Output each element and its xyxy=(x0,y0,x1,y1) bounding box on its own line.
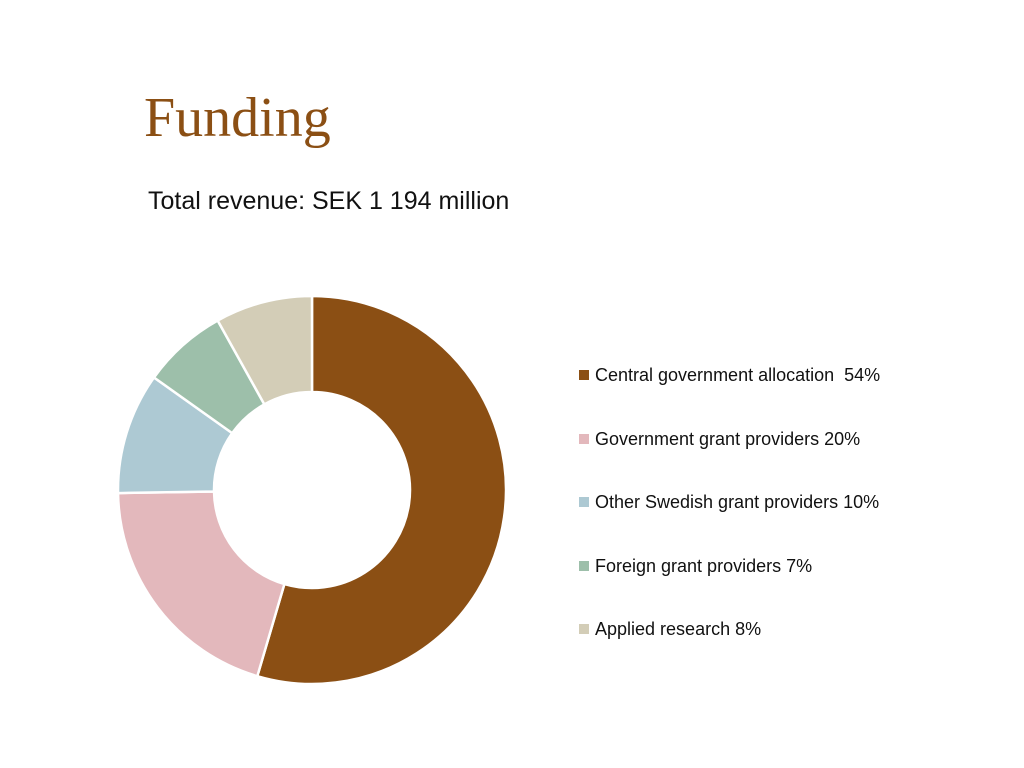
legend-swatch xyxy=(579,497,589,507)
legend-label: Applied research 8% xyxy=(595,619,762,639)
donut-slice-central-government-allocation xyxy=(256,294,508,686)
legend-swatch xyxy=(579,561,589,571)
legend-item-foreign-grant-providers: Foreign grant providers 7% xyxy=(579,555,812,577)
legend-swatch xyxy=(579,370,589,380)
donut-slice-government-grant-providers xyxy=(116,490,286,678)
legend-item-central-government-allocation: Central government allocation 54% xyxy=(579,364,880,386)
slide-subtitle: Total revenue: SEK 1 194 million xyxy=(148,187,510,215)
legend-item-applied-research: Applied research 8% xyxy=(579,618,761,640)
legend-swatch xyxy=(579,624,589,634)
legend-swatch xyxy=(579,434,589,444)
legend-item-government-grant-providers: Government grant providers 20% xyxy=(579,428,860,450)
legend-label: Foreign grant providers 7% xyxy=(595,556,813,576)
donut-slice-applied-research xyxy=(216,294,314,406)
legend-item-other-swedish-grant-providers: Other Swedish grant providers 10% xyxy=(579,491,879,513)
slide-title: Funding xyxy=(144,87,331,149)
legend-label: Other Swedish grant providers 10% xyxy=(595,492,880,512)
legend-label: Government grant providers 20% xyxy=(595,429,861,449)
legend-label: Central government allocation 54% xyxy=(595,365,881,385)
